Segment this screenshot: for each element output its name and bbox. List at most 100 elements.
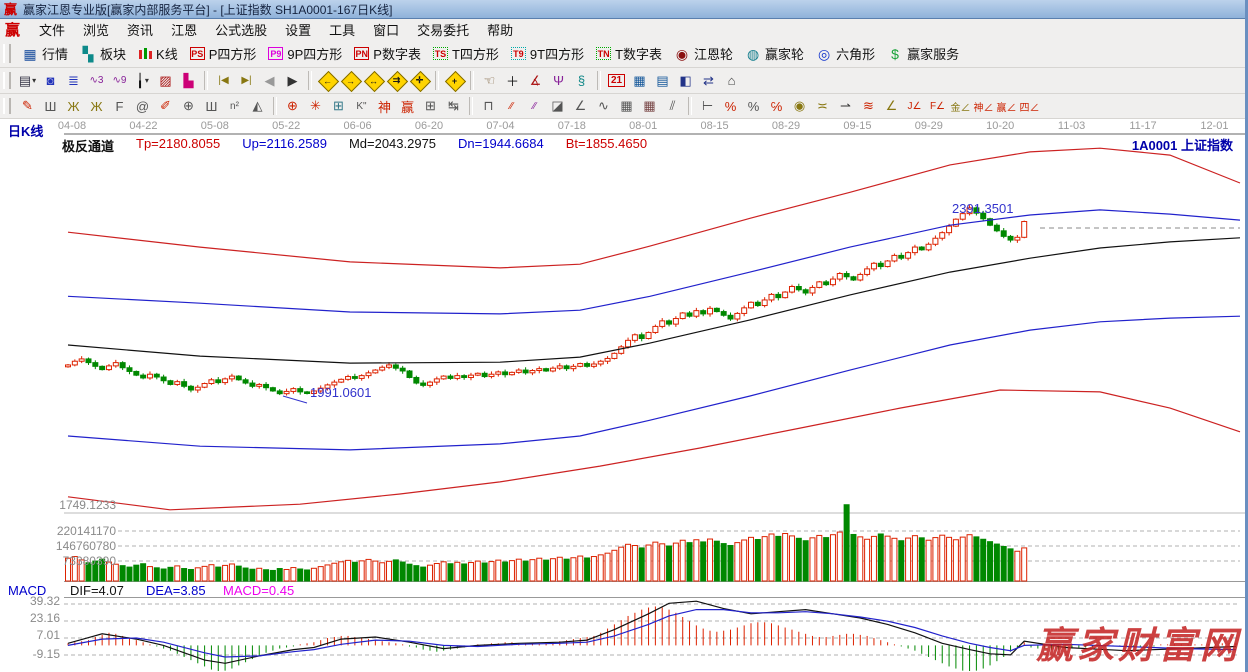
- gann-wheel-button[interactable]: ◉ 江恩轮: [668, 41, 739, 66]
- gold-lines-tool[interactable]: ≍: [811, 96, 834, 116]
- menu-item-formula-stock-pick[interactable]: 公式选股: [215, 23, 268, 38]
- gold-circle-tool[interactable]: ◉: [788, 96, 811, 116]
- p-square-button[interactable]: PS P四方形: [184, 41, 263, 66]
- zoom-out-h-button[interactable]: ↔: [362, 71, 385, 91]
- circle-cross-tool[interactable]: ⊕: [281, 96, 304, 116]
- circle-grid-tool[interactable]: ⊕: [177, 96, 200, 116]
- menu-item-tools[interactable]: 工具: [329, 23, 356, 38]
- zoom-fit-button[interactable]: ✛: [408, 71, 431, 91]
- purple-fan-tool[interactable]: ∕∕: [523, 96, 546, 116]
- spiral-tool[interactable]: @: [131, 96, 154, 116]
- candle-style-button[interactable]: ╽ ▾: [131, 71, 154, 91]
- notes-button[interactable]: ▤: [651, 71, 674, 91]
- arrow-pen-tool[interactable]: ⇀: [834, 96, 857, 116]
- info-note-button[interactable]: ≣: [62, 71, 85, 91]
- f-angle-tool[interactable]: F∠: [926, 96, 949, 116]
- comb-grid-tool[interactable]: Ш: [39, 96, 62, 116]
- menu-item-browse[interactable]: 浏览: [83, 23, 110, 38]
- volume-profile-button[interactable]: ▙: [177, 71, 200, 91]
- t-number-table-button[interactable]: TN T数字表: [590, 41, 668, 66]
- gold-angle-2-tool[interactable]: 金∠: [949, 96, 972, 116]
- shen-grid-tool[interactable]: 神: [373, 96, 396, 116]
- fractal-tool-button[interactable]: §: [570, 71, 593, 91]
- win-angle-tool[interactable]: 赢∠: [995, 96, 1018, 116]
- calculator-button[interactable]: ▦: [628, 71, 651, 91]
- gann-tool-button[interactable]: Ψ: [547, 71, 570, 91]
- menu-item-settings[interactable]: 设置: [285, 23, 312, 38]
- chart-layout-button[interactable]: ▤ ▾: [16, 71, 39, 91]
- data-transfer-button[interactable]: ⇄: [697, 71, 720, 91]
- scale-ruler-tool[interactable]: ⊢: [696, 96, 719, 116]
- menu-item-news[interactable]: 资讯: [127, 23, 154, 38]
- winner-wheel-button[interactable]: ◍ 赢家轮: [739, 41, 810, 66]
- parallel-lines-tool[interactable]: ⫽: [661, 96, 684, 116]
- zoom-reset-button[interactable]: +: [443, 71, 466, 91]
- k-quote-tool[interactable]: K": [350, 96, 373, 116]
- angle-mirror-tool[interactable]: ◭: [246, 96, 269, 116]
- crosshair-tool-button[interactable]: ＋: [501, 71, 524, 91]
- box-fan-tool[interactable]: ◪: [546, 96, 569, 116]
- percent-fan-tool[interactable]: %: [719, 96, 742, 116]
- hand-tool-button[interactable]: ☜: [478, 71, 501, 91]
- menu-item-file[interactable]: 文件: [39, 23, 66, 38]
- menu-item-trade-entrust[interactable]: 交易委托: [417, 23, 470, 38]
- toolbar-grip[interactable]: [3, 44, 11, 63]
- t-square-tool[interactable]: ⊓: [477, 96, 500, 116]
- quotes-button[interactable]: ▦ 行情: [16, 41, 74, 66]
- winner-service-button[interactable]: $ 赢家服务: [881, 41, 965, 66]
- shen-angle-tool[interactable]: 神∠: [972, 96, 995, 116]
- n-square-tool[interactable]: n²: [223, 96, 246, 116]
- red-fan-tool[interactable]: ∕∕: [500, 96, 523, 116]
- 9p-square-button[interactable]: P9 9P四方形: [262, 41, 348, 66]
- t-square-button[interactable]: TS T四方形: [427, 41, 505, 66]
- zoom-in-h-button[interactable]: ⇉: [385, 71, 408, 91]
- kline-button[interactable]: K线: [132, 41, 184, 66]
- four-angle-tool[interactable]: 四∠: [1018, 96, 1041, 116]
- percent-line-tool[interactable]: ℅: [765, 96, 788, 116]
- toolbar-grip[interactable]: [3, 71, 11, 90]
- workstation-button[interactable]: ⌂: [720, 71, 743, 91]
- first-page-button[interactable]: |◀: [212, 71, 235, 91]
- pattern-button[interactable]: ▨: [154, 71, 177, 91]
- 9t-square-button[interactable]: T9 9T四方形: [505, 41, 590, 66]
- wave-v-tool[interactable]: ∿: [592, 96, 615, 116]
- calendar-button[interactable]: 21: [605, 71, 628, 91]
- number-grid-tool[interactable]: ⊞: [419, 96, 442, 116]
- menu-item-gann[interactable]: 江恩: [171, 23, 198, 38]
- a-channel-tool[interactable]: ≋: [857, 96, 880, 116]
- percent-tool[interactable]: %: [742, 96, 765, 116]
- gold-angle-tool[interactable]: ∠: [880, 96, 903, 116]
- grid-a-tool[interactable]: ▦: [615, 96, 638, 116]
- j-angle-tool[interactable]: J∠: [903, 96, 926, 116]
- last-page-button[interactable]: ▶|: [235, 71, 258, 91]
- gold-grid-tool[interactable]: Ж: [62, 96, 85, 116]
- draw-pen-tool[interactable]: ✎: [16, 96, 39, 116]
- grid-b-tool[interactable]: ▦: [638, 96, 661, 116]
- p-number-table-button[interactable]: PN P数字表: [348, 41, 427, 66]
- menu-item-window[interactable]: 窗口: [373, 23, 400, 38]
- wheel-star-tool[interactable]: ✳: [304, 96, 327, 116]
- angle-measure-button[interactable]: ∡: [524, 71, 547, 91]
- f-grid-tool[interactable]: F: [108, 96, 131, 116]
- menu-item-help[interactable]: 帮助: [487, 23, 514, 38]
- pen-ruler-tool[interactable]: ✐: [154, 96, 177, 116]
- angle-lines-tool[interactable]: ∠: [569, 96, 592, 116]
- zoom-left-button[interactable]: ←: [316, 71, 339, 91]
- zoom-right-button[interactable]: →: [339, 71, 362, 91]
- next-bar-button[interactable]: ▶: [281, 71, 304, 91]
- prev-bar-button[interactable]: ◀: [258, 71, 281, 91]
- wave-3-button[interactable]: ∿3: [85, 71, 108, 91]
- wave-9-button[interactable]: ∿9: [108, 71, 131, 91]
- win-grid-tool[interactable]: 赢: [396, 96, 419, 116]
- zone-select-button[interactable]: ◙: [39, 71, 62, 91]
- hexagon-button[interactable]: ◎ 六角形: [810, 41, 881, 66]
- save-button[interactable]: ◧: [674, 71, 697, 91]
- toolbar-grip[interactable]: [3, 97, 11, 115]
- bar-width-tool[interactable]: ↹: [442, 96, 465, 116]
- gold-grid-2-tool[interactable]: Ж: [85, 96, 108, 116]
- wheel-square-tool[interactable]: ⊞: [327, 96, 350, 116]
- comb-grid-b-tool[interactable]: Ш: [200, 96, 223, 116]
- sectors-button[interactable]: ▚ 板块: [74, 41, 132, 66]
- chart-canvas[interactable]: [0, 119, 1245, 672]
- chart-area[interactable]: 日K线 04-08 04-22 05-08 05-22 06-06 06-20 07-04 0…: [0, 119, 1245, 672]
